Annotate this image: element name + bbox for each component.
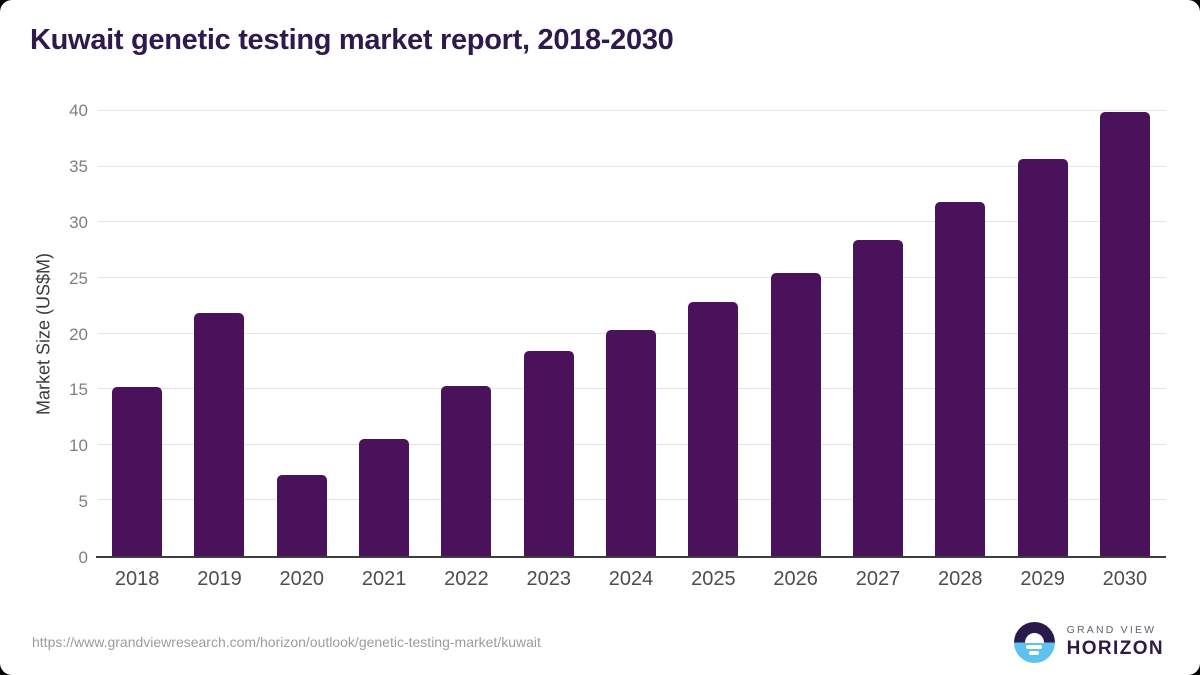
x-axis-labels: 2018 2019 2020 2021 2022 2023 2024 2025 2026 2027… (96, 568, 1166, 591)
bar-slot (837, 111, 919, 556)
y-axis-ticks: 0 5 10 15 20 25 30 35 40 (0, 102, 88, 567)
bar-2028 (935, 202, 986, 556)
x-tick-label: 2025 (691, 568, 736, 590)
y-tick-label: 5 (78, 492, 88, 512)
bar-2021 (359, 439, 410, 556)
gridline (98, 110, 1166, 111)
x-tick-label: 2029 (1020, 568, 1065, 590)
brand-logo: GRAND VIEW HORIZON (1013, 621, 1164, 663)
bar-2026 (770, 273, 821, 556)
gridline (98, 276, 1166, 278)
bar-2027 (852, 240, 903, 556)
plot-area (96, 110, 1166, 558)
y-tick-label: 20 (69, 324, 88, 344)
bar-2018 (112, 386, 163, 556)
x-tick-label: 2018 (114, 568, 160, 590)
x-tick-label: 2026 (773, 568, 818, 590)
x-tick-label: 2019 (197, 568, 242, 590)
y-tick-label: 30 (69, 212, 88, 232)
bar-slot (1084, 111, 1166, 556)
bar-slot (919, 111, 1001, 556)
x-tick-label: 2021 (361, 568, 407, 590)
x-tick-label: 2023 (526, 568, 571, 590)
y-tick-label: 35 (69, 156, 88, 176)
x-tick-label: 2024 (608, 568, 654, 590)
bar-series (96, 111, 1166, 556)
bar-2022 (441, 385, 492, 556)
horizon-sun-icon (1013, 621, 1055, 663)
x-tick-label: 2020 (279, 568, 325, 590)
y-tick-label: 40 (69, 101, 88, 120)
chart-title: Kuwait genetic testing market report, 20… (30, 24, 674, 56)
source-url: https://www.grandviewresearch.com/horizo… (32, 634, 541, 650)
bar-slot (590, 111, 672, 556)
x-tick-label: 2022 (444, 568, 489, 590)
bar-slot (178, 111, 260, 556)
logo-horizon-label: HORIZON (1066, 638, 1164, 659)
bar-2020 (276, 474, 327, 556)
bar-slot (1001, 111, 1083, 556)
x-tick-label: 2027 (855, 568, 901, 590)
bar-slot (96, 111, 178, 556)
sun-reflection-line-2 (1029, 651, 1040, 655)
bar-slot (343, 111, 425, 556)
bar-slot (755, 111, 837, 556)
bar-2019 (194, 313, 245, 556)
y-tick-label: 0 (78, 548, 88, 567)
bar-2024 (606, 330, 657, 556)
y-tick-label: 10 (69, 436, 88, 456)
gridline (98, 221, 1166, 223)
bar-slot (508, 111, 590, 556)
y-tick-label: 25 (69, 268, 88, 288)
bar-2023 (523, 351, 574, 556)
bar-2030 (1099, 112, 1150, 556)
sun-reflection-line-1 (1026, 645, 1043, 649)
bar-slot (425, 111, 507, 556)
x-tick-label: 2030 (1102, 568, 1148, 590)
bar-2025 (688, 302, 739, 556)
y-tick-label: 15 (69, 380, 88, 400)
bar-slot (261, 111, 343, 556)
footer: https://www.grandviewresearch.com/horizo… (32, 616, 1164, 668)
logo-grand-view-label: GRAND VIEW (1066, 624, 1157, 636)
gridline (98, 165, 1166, 167)
bar-slot (672, 111, 754, 556)
logo-text: GRAND VIEW HORIZON (1067, 624, 1164, 660)
x-tick-label: 2028 (938, 568, 983, 590)
bar-2029 (1017, 158, 1068, 556)
sun-glyph (1024, 633, 1044, 643)
